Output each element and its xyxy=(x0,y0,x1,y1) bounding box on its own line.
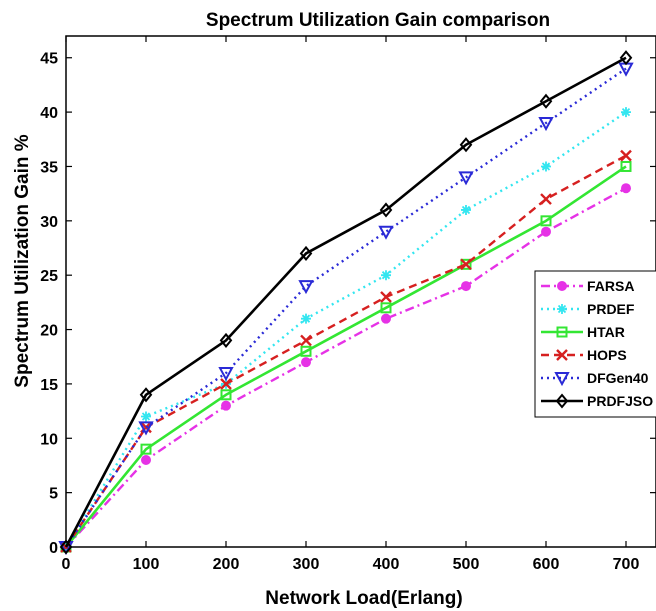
legend-marker-htar xyxy=(556,326,568,338)
data-point-farsa xyxy=(461,281,471,292)
series-line-farsa xyxy=(65,187,627,548)
data-point-prdef xyxy=(461,204,471,215)
data-point-htar xyxy=(380,302,392,314)
data-point-dfgen40 xyxy=(218,367,234,382)
chart-title: Spectrum Utilization Gain comparison xyxy=(206,10,550,31)
data-point-htar xyxy=(540,215,552,227)
data-point-htar xyxy=(300,345,312,357)
data-point-hops xyxy=(620,149,632,162)
data-point-htar xyxy=(460,258,472,270)
data-point-prdfjso xyxy=(379,202,393,218)
data-point-prdef xyxy=(141,411,151,422)
data-point-prdfjso xyxy=(219,332,233,348)
legend-label-prdef: PRDEF xyxy=(587,301,635,317)
data-point-hops xyxy=(540,193,552,205)
series-line-hops xyxy=(65,154,627,548)
x-tick-label: 200 xyxy=(213,556,240,573)
data-point-prdfjso xyxy=(619,50,633,66)
data-point-prdef xyxy=(301,313,311,324)
legend-marker-prdfjso xyxy=(555,393,569,409)
y-tick-label: 25 xyxy=(40,268,58,285)
legend-label-prdfjso: PRDFJSO xyxy=(587,393,653,409)
y-tick-label: 45 xyxy=(40,51,58,68)
data-point-htar xyxy=(140,443,152,455)
legend-label-htar: HTAR xyxy=(587,324,625,340)
series-line-htar xyxy=(64,165,627,548)
data-point-prdef xyxy=(541,161,551,172)
y-axis-label: Spectrum Utilization Gain % xyxy=(12,134,33,387)
x-tick-label: 0 xyxy=(62,556,71,573)
legend: FARSA PRDEF HTAR HOPS DFGen40 PRDFJSO xyxy=(534,270,656,418)
y-tick-label: 0 xyxy=(49,540,58,557)
legend-label-farsa: FARSA xyxy=(587,278,634,294)
data-point-dfgen40 xyxy=(378,225,394,240)
legend-label-dfgen40: DFGen40 xyxy=(587,370,649,386)
y-tick-label: 20 xyxy=(40,323,58,340)
x-tick-label: 300 xyxy=(293,556,320,573)
x-tick-label: 500 xyxy=(453,556,480,573)
legend-marker-hops xyxy=(556,349,568,361)
data-point-prdfjso xyxy=(539,93,553,109)
data-point-dfgen40 xyxy=(458,171,474,186)
legend-marker-dfgen40 xyxy=(554,372,570,387)
legend-label-hops: HOPS xyxy=(587,347,627,363)
data-point-farsa xyxy=(621,183,631,194)
data-point-hops xyxy=(220,378,232,390)
series-line-prdfjso xyxy=(64,56,627,548)
data-point-prdef xyxy=(381,270,391,281)
data-point-hops xyxy=(300,334,312,347)
data-point-farsa xyxy=(301,357,311,368)
y-tick-label: 40 xyxy=(40,105,58,122)
legend-marker-farsa xyxy=(557,281,567,291)
data-point-farsa xyxy=(381,313,391,324)
data-point-dfgen40 xyxy=(538,116,554,132)
data-point-prdef xyxy=(621,107,631,118)
x-tick-label: 700 xyxy=(613,556,640,573)
x-tick-label: 400 xyxy=(373,556,400,573)
legend-box xyxy=(534,270,656,418)
data-point-htar xyxy=(620,160,632,172)
data-point-dfgen40 xyxy=(298,280,314,295)
axis-ticks: 0 100 200 300 400 500 600 700 0 5 10 15 20 25 30 35 40 45 xyxy=(40,36,656,573)
data-point-htar xyxy=(220,389,232,401)
y-tick-label: 10 xyxy=(40,431,58,448)
legend-marker-prdef xyxy=(557,304,567,314)
series-lines xyxy=(58,50,634,556)
data-point-hops xyxy=(460,258,472,271)
plot-frame xyxy=(65,35,656,548)
series-line-prdef xyxy=(64,111,627,548)
y-tick-label: 5 xyxy=(49,486,58,503)
data-point-prdfjso xyxy=(459,137,473,153)
x-tick-label: 100 xyxy=(133,556,160,573)
y-tick-label: 30 xyxy=(40,214,58,231)
data-point-farsa xyxy=(141,455,151,466)
data-point-prdfjso xyxy=(299,245,313,262)
data-point-farsa xyxy=(221,400,231,411)
x-tick-label: 600 xyxy=(533,556,560,573)
data-point-prdfjso xyxy=(59,539,73,555)
x-axis-label: Network Load(Erlang) xyxy=(265,588,462,609)
y-tick-label: 35 xyxy=(40,159,58,176)
data-point-farsa xyxy=(541,226,551,237)
data-point-dfgen40 xyxy=(138,421,154,436)
y-tick-label: 15 xyxy=(40,377,58,394)
data-point-hops xyxy=(380,291,392,303)
data-point-prdfjso xyxy=(139,387,153,403)
